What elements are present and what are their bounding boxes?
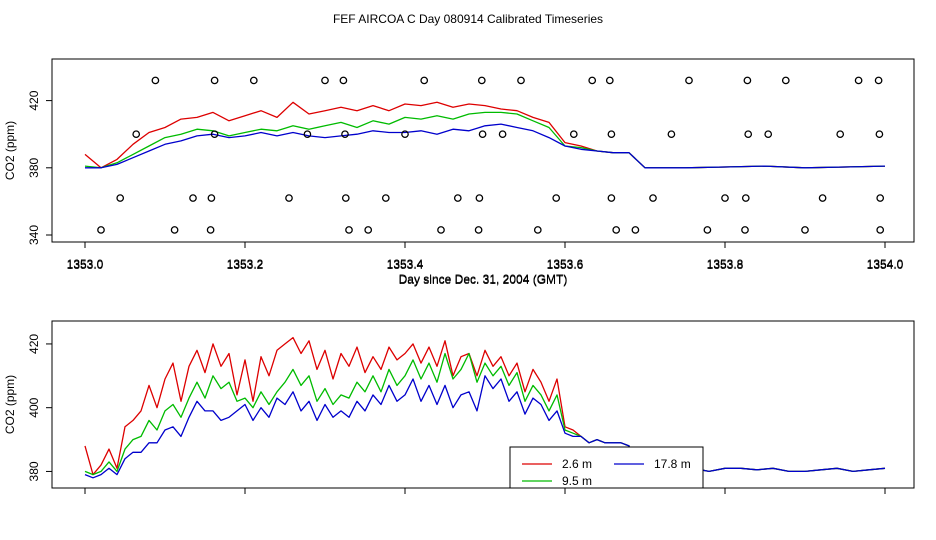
legend-label-17-8-m: 17.8 m [654,457,691,471]
figure-title: FEF AIRCOA C Day 080914 Calibrated Times… [333,12,603,26]
marker-circle [588,76,597,85]
marker-circle [364,226,373,234]
y-tick-label: 400 [27,397,41,417]
y-tick-label: 420 [27,334,41,354]
x-tick-label: 1353.0 [67,258,104,272]
marker-circle [818,194,827,202]
marker-circle [741,226,749,234]
marker-circle [132,130,141,139]
legend-box [509,446,704,489]
legend-label-2-6-m: 2.6 m [562,457,592,471]
marker-circle [876,226,885,234]
marker-circle [569,130,578,139]
marker-circle [836,130,845,139]
marker-circle [339,76,348,85]
marker-circle [453,194,462,202]
y-axis-label: CO2 (ppm) [3,121,17,180]
y-axis-label: CO2 (ppm) [3,375,17,434]
x-axis-label: Day since Dec. 31, 2004 (GMT) [399,273,568,287]
marker-circle [605,76,614,85]
marker-circle [685,76,693,85]
plot-frame [51,58,915,243]
top-panel-chart: 1353.0 1353.2 1353.4 1353.6 1353.8 1354.0 340 3… [3,58,915,286]
marker-circle [116,194,125,202]
x-tick-label: 1353.0 [67,257,104,271]
marker-circle [703,226,712,234]
marker-circle [743,76,752,85]
x-tick-label: 1353.2 [227,257,264,271]
x-tick-label: 1353.2 [227,258,264,272]
marker-circle [475,194,484,202]
marker-circle [552,194,561,202]
marker-circle [285,194,293,202]
x-tick-label: 1353.4 [387,258,424,272]
x-tick-label: 1354.0 [867,257,904,271]
marker-circle [631,226,640,234]
marker-circle [210,130,219,139]
marker-circle [249,76,258,85]
marker-circle [854,76,863,85]
x-tick-label: 1353.4 [387,257,424,271]
x-tick-label: 1354.0 [867,258,904,272]
y-tick-label: 420 [27,90,41,110]
bottom-panel-chart: 1353.0 1353.2 1353.4 1353.6 1353.8 1354.0 380 4… [3,258,915,494]
marker-circle [607,130,616,139]
y-tick-label: 340 [27,225,41,245]
marker-circle [437,226,445,234]
series-line-17-8-m [85,123,886,169]
marker-circle [420,76,429,85]
marker-circle [721,194,729,202]
marker-circle [876,194,885,202]
marker-circle [477,76,486,85]
x-tick-label: 1353.6 [547,257,584,271]
legend-label-9-5-m: 9.5 m [562,474,592,488]
series-line-17-8-m [84,375,886,479]
marker-circle [381,194,390,202]
series-line-9-5-m [84,111,886,169]
y-tick-label: 380 [27,157,41,177]
marker-circle [321,76,329,85]
marker-circle [341,130,349,139]
marker-circle [498,130,507,139]
marker-circle [151,76,160,85]
marker-circle [97,226,105,234]
marker-circle [744,130,753,139]
x-tick-label: 1353.6 [547,258,584,272]
marker-circle [874,76,883,85]
marker-circle [474,226,483,234]
marker-circle [649,194,657,202]
x-axis-label: Day since Dec. 31, 2004 (GMT) [399,272,568,286]
marker-circle [781,76,790,85]
marker-circle [341,194,350,202]
plot-frame [51,320,915,489]
marker-circle [303,130,312,139]
y-tick-label: 380 [27,461,41,481]
x-tick-label: 1353.8 [707,257,744,271]
marker-circle [189,194,197,202]
marker-circle [875,130,884,139]
marker-circle [667,130,676,139]
marker-circle [607,194,616,202]
marker-circle [741,194,750,202]
marker-circle [401,130,409,139]
marker-circle [170,226,179,234]
marker-circle [206,226,215,234]
marker-circle [207,194,216,202]
marker-circle [345,226,353,234]
x-tick-label: 1353.8 [707,258,744,272]
marker-circle [210,76,219,85]
marker-circle [801,226,809,234]
marker-circle [612,226,621,234]
series-line-2-6-m [84,336,886,476]
marker-circle [478,130,487,139]
marker-circle [764,130,773,139]
marker-circle [533,226,542,234]
marker-circle [517,76,525,85]
